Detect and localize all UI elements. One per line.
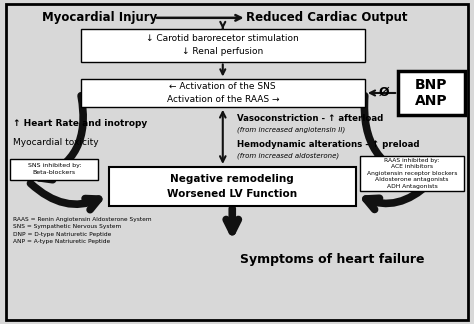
Bar bbox=[81, 29, 365, 62]
Text: Symptoms of heart failure: Symptoms of heart failure bbox=[239, 253, 424, 266]
Text: RAAS = Renin Angiotensin Aldosterone System
SNS = Sympathetic Nervous System
DNP: RAAS = Renin Angiotensin Aldosterone Sys… bbox=[13, 217, 152, 244]
Text: BNP
ANP: BNP ANP bbox=[415, 78, 447, 108]
Text: Myocardial Injury: Myocardial Injury bbox=[42, 11, 157, 24]
Text: ↑ Heart Rate and inotropy: ↑ Heart Rate and inotropy bbox=[13, 119, 147, 128]
Bar bbox=[398, 71, 465, 115]
Text: ↓ Carotid barorecetor stimulation
↓ Renal perfusion: ↓ Carotid barorecetor stimulation ↓ Rena… bbox=[146, 34, 299, 56]
Bar bbox=[360, 156, 464, 191]
Text: Reduced Cardiac Output: Reduced Cardiac Output bbox=[246, 11, 408, 24]
Text: ← Activation of the SNS
Activation of the RAAS →: ← Activation of the SNS Activation of th… bbox=[166, 82, 279, 104]
Text: Hemodynamic alterations - ↑ preload: Hemodynamic alterations - ↑ preload bbox=[237, 140, 419, 149]
Text: Negative remodeling
Worsened LV Function: Negative remodeling Worsened LV Function bbox=[167, 174, 297, 199]
Text: RAAS inhibited by:
ACE inhibitors
Angiotensin receptor blockers
Aldosterone anta: RAAS inhibited by: ACE inhibitors Angiot… bbox=[367, 158, 457, 189]
FancyArrowPatch shape bbox=[30, 183, 99, 210]
Text: Vasoconstriction - ↑ afterload: Vasoconstriction - ↑ afterload bbox=[237, 114, 383, 123]
Bar bbox=[109, 167, 356, 206]
Bar bbox=[10, 159, 98, 180]
Text: SNS inhibited by:
Beta-blockers: SNS inhibited by: Beta-blockers bbox=[27, 164, 81, 175]
Text: (from increased aldosterone): (from increased aldosterone) bbox=[237, 152, 339, 159]
Bar bbox=[81, 79, 365, 107]
FancyArrowPatch shape bbox=[226, 209, 238, 232]
FancyArrowPatch shape bbox=[366, 183, 429, 210]
FancyArrowPatch shape bbox=[365, 96, 420, 182]
Text: Ø: Ø bbox=[379, 86, 389, 99]
Text: Myocardial toxicity: Myocardial toxicity bbox=[13, 138, 99, 147]
FancyArrowPatch shape bbox=[39, 96, 83, 180]
Text: (from increased angiotensin II): (from increased angiotensin II) bbox=[237, 126, 345, 133]
